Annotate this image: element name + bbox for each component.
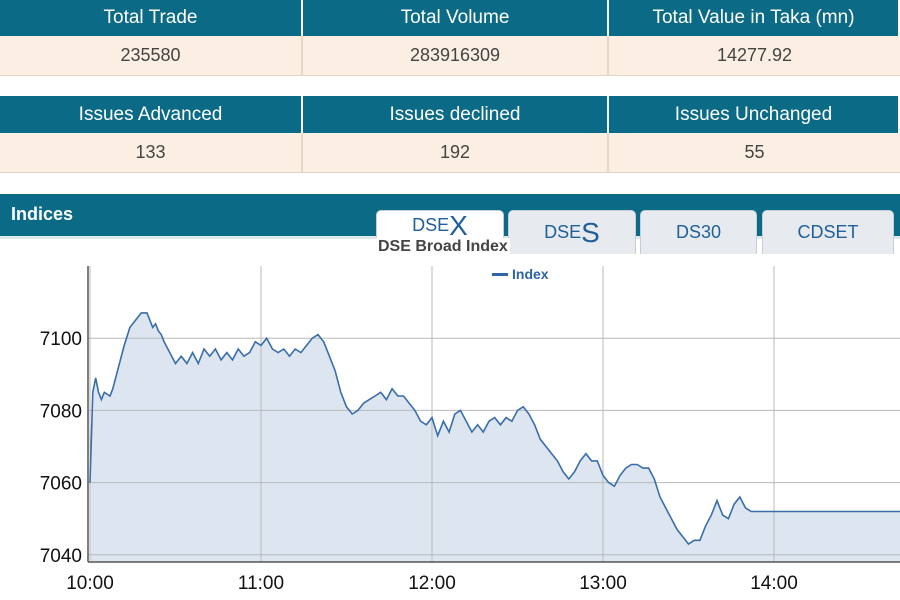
tab-dses[interactable]: DSE S	[508, 210, 636, 254]
issues-declined-value: 192	[303, 133, 609, 173]
y-tick-label: 7040	[40, 546, 82, 567]
y-tick-label: 7080	[40, 401, 82, 422]
y-tick-label: 7060	[40, 474, 82, 495]
total-trade-value: 235580	[0, 36, 303, 76]
series-index-area	[90, 312, 900, 562]
indices-title: Indices	[11, 204, 74, 224]
tab-dses-prefix: DSE	[544, 222, 582, 242]
x-tick-label: 12:00	[408, 573, 456, 594]
tab-dsex-suffix: X	[449, 209, 468, 241]
issues-advanced-value: 133	[0, 133, 303, 173]
chart-title: DSE Broad Index	[376, 238, 510, 256]
tab-cdset-label: CDSET	[797, 222, 859, 242]
total-trade-header: Total Trade	[0, 0, 303, 36]
series-index-line	[89, 312, 900, 546]
y-tick-label: 7100	[40, 329, 82, 350]
total-volume-header: Total Volume	[303, 0, 609, 36]
issues-unchanged-value: 55	[609, 133, 900, 173]
legend-swatch	[492, 272, 508, 276]
issues-declined-header: Issues declined	[303, 96, 609, 133]
tab-ds30[interactable]: DS30	[640, 210, 757, 254]
tab-dses-suffix: S	[581, 216, 600, 248]
total-value-value: 14277.92	[609, 36, 900, 76]
issues-table: Issues Advanced Issues declined Issues U…	[0, 96, 900, 173]
tab-ds30-label: DS30	[675, 222, 722, 242]
x-tick-label: 14:00	[750, 573, 798, 594]
total-volume-value: 283916309	[303, 36, 609, 76]
x-tick-label: 11:00	[238, 573, 284, 594]
market-summary-table: Total Trade Total Volume Total Value in …	[0, 0, 900, 76]
legend-label: Index	[512, 266, 549, 282]
tab-cdset[interactable]: CDSET	[762, 210, 894, 254]
issues-advanced-header: Issues Advanced	[0, 96, 303, 133]
issues-unchanged-header: Issues Unchanged	[609, 96, 900, 133]
chart-legend[interactable]: Index	[492, 266, 549, 282]
index-chart: 7040 7060 7080 7100 10:00 11:00 12:00 13:00 14:0…	[40, 266, 900, 594]
x-tick-label: 10:00	[66, 573, 114, 594]
total-value-header: Total Value in Taka (mn)	[609, 0, 900, 36]
x-tick-label: 13:00	[579, 573, 627, 594]
tab-dsex-prefix: DSE	[412, 215, 450, 235]
tab-dsex[interactable]: DSE X	[376, 210, 504, 240]
